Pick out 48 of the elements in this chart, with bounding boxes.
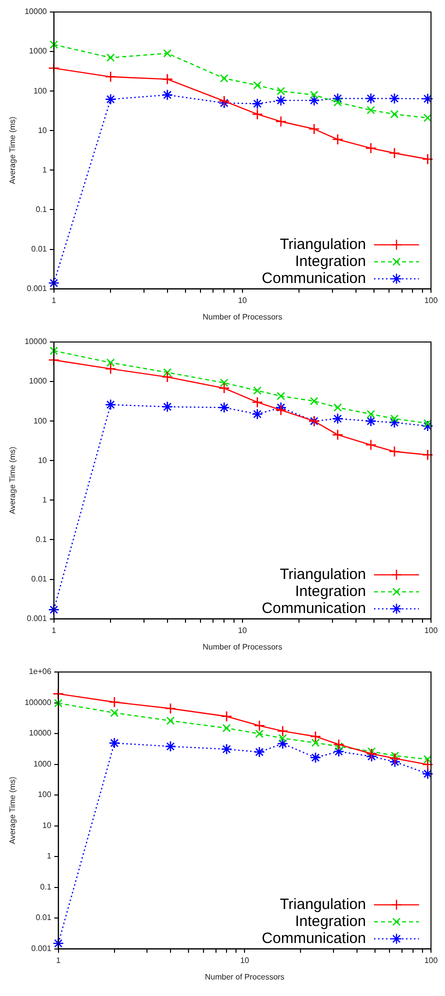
y-tick-label: 0.1 bbox=[36, 534, 48, 544]
y-tick-label: 0.001 bbox=[26, 284, 48, 294]
x-tick-label: 10 bbox=[240, 956, 250, 965]
y-tick-label: 10 bbox=[38, 456, 48, 465]
y-tick-label: 1000 bbox=[34, 759, 52, 768]
y-tick-label: 1 bbox=[42, 495, 48, 504]
y-tick-label: 1000 bbox=[29, 46, 48, 56]
x-axis-title: Number of Processors bbox=[204, 972, 284, 982]
legend-label: Integration bbox=[295, 252, 366, 270]
y-tick-label: 10000 bbox=[24, 7, 48, 16]
legend-label: Integration bbox=[295, 912, 366, 930]
legend-label: Integration bbox=[295, 582, 366, 600]
y-tick-label: 10000 bbox=[29, 728, 52, 738]
y-tick-label: 1000 bbox=[29, 376, 48, 386]
y-tick-label: 100 bbox=[33, 416, 48, 426]
y-tick-label: 0.001 bbox=[31, 944, 52, 954]
y-tick-label: 0.01 bbox=[31, 244, 48, 254]
y-tick-label: 1 bbox=[42, 165, 48, 174]
legend-label: Communication bbox=[262, 930, 366, 947]
y-axis-title: Average Time (ms) bbox=[8, 446, 18, 514]
y-tick-label: 100000 bbox=[24, 698, 52, 707]
legend-label: Triangulation bbox=[280, 896, 366, 913]
x-tick-label: 10 bbox=[238, 296, 248, 305]
y-tick-label: 1e+06 bbox=[28, 667, 52, 676]
y-axis-title: Average Time (ms) bbox=[8, 776, 18, 844]
y-tick-label: 10 bbox=[42, 820, 52, 830]
x-axis-title: Number of Processors bbox=[202, 312, 282, 322]
y-tick-label: 100 bbox=[33, 86, 48, 96]
y-tick-label: 0.1 bbox=[36, 204, 48, 214]
x-tick-label: 100 bbox=[424, 956, 438, 965]
x-tick-label: 1 bbox=[56, 956, 62, 965]
legend-label: Triangulation bbox=[280, 236, 366, 253]
y-tick-label: 1 bbox=[46, 852, 52, 861]
y-tick-label: 10 bbox=[38, 126, 48, 135]
x-tick-label: 100 bbox=[424, 296, 438, 305]
y-tick-label: 0.01 bbox=[31, 574, 48, 584]
x-tick-label: 100 bbox=[424, 626, 438, 635]
y-axis-title: Average Time (ms) bbox=[8, 116, 18, 184]
y-tick-label: 100 bbox=[38, 790, 52, 800]
y-tick-label: 10000 bbox=[24, 337, 48, 346]
y-tick-label: 0.01 bbox=[36, 913, 52, 922]
y-tick-label: 0.001 bbox=[26, 614, 48, 624]
legend-label: Communication bbox=[262, 270, 366, 287]
legend-label: Triangulation bbox=[280, 566, 366, 583]
legend-label: Communication bbox=[262, 600, 366, 617]
y-tick-label: 0.1 bbox=[40, 882, 52, 892]
x-tick-label: 10 bbox=[238, 626, 248, 635]
x-axis-title: Number of Processors bbox=[202, 642, 282, 652]
